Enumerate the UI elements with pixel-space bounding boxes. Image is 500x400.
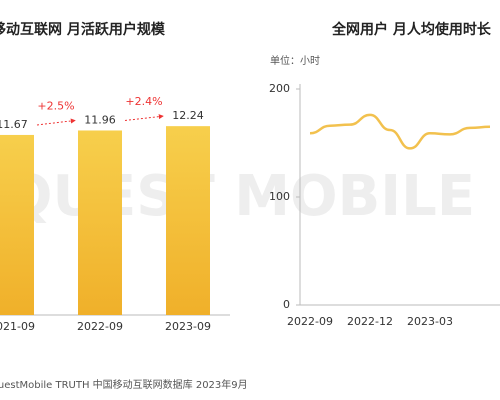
footer: QuestMobile TRUTH 中国移动互联网数据库 2023年9月 bbox=[0, 378, 248, 391]
x-tick-label: 2023-09 bbox=[165, 320, 211, 333]
chart-title: 全网用户 月人均使用时长 bbox=[331, 21, 492, 38]
chart-title: 移动互联网 月活跃用户规模 bbox=[0, 21, 166, 38]
watermark: QUEST MOBILE bbox=[5, 164, 475, 229]
growth-label: +2.4% bbox=[125, 95, 162, 108]
growth-arrow bbox=[124, 114, 164, 121]
x-tick-label: 2022-09 bbox=[77, 320, 123, 333]
value-label: 12.24 bbox=[172, 109, 204, 122]
growth-label: +2.5% bbox=[37, 99, 74, 112]
x-tick-label: 2022-12 bbox=[347, 315, 393, 328]
bar bbox=[166, 126, 210, 315]
value-label: 11.96 bbox=[84, 113, 116, 126]
y-tick-label: 200 bbox=[269, 82, 290, 95]
y-tick-label: 100 bbox=[269, 190, 290, 203]
growth-arrow bbox=[36, 118, 76, 126]
bar bbox=[78, 130, 122, 315]
x-tick-label: 2023-03 bbox=[407, 315, 453, 328]
unit-label: 单位：小时 bbox=[270, 54, 320, 67]
line bbox=[309, 113, 491, 150]
bar bbox=[0, 134, 34, 315]
value-label: 11.67 bbox=[0, 118, 28, 131]
x-tick-label: 2021-09 bbox=[0, 320, 35, 333]
x-tick-label: 2022-09 bbox=[287, 315, 333, 328]
y-tick-label: 0 bbox=[283, 298, 290, 311]
